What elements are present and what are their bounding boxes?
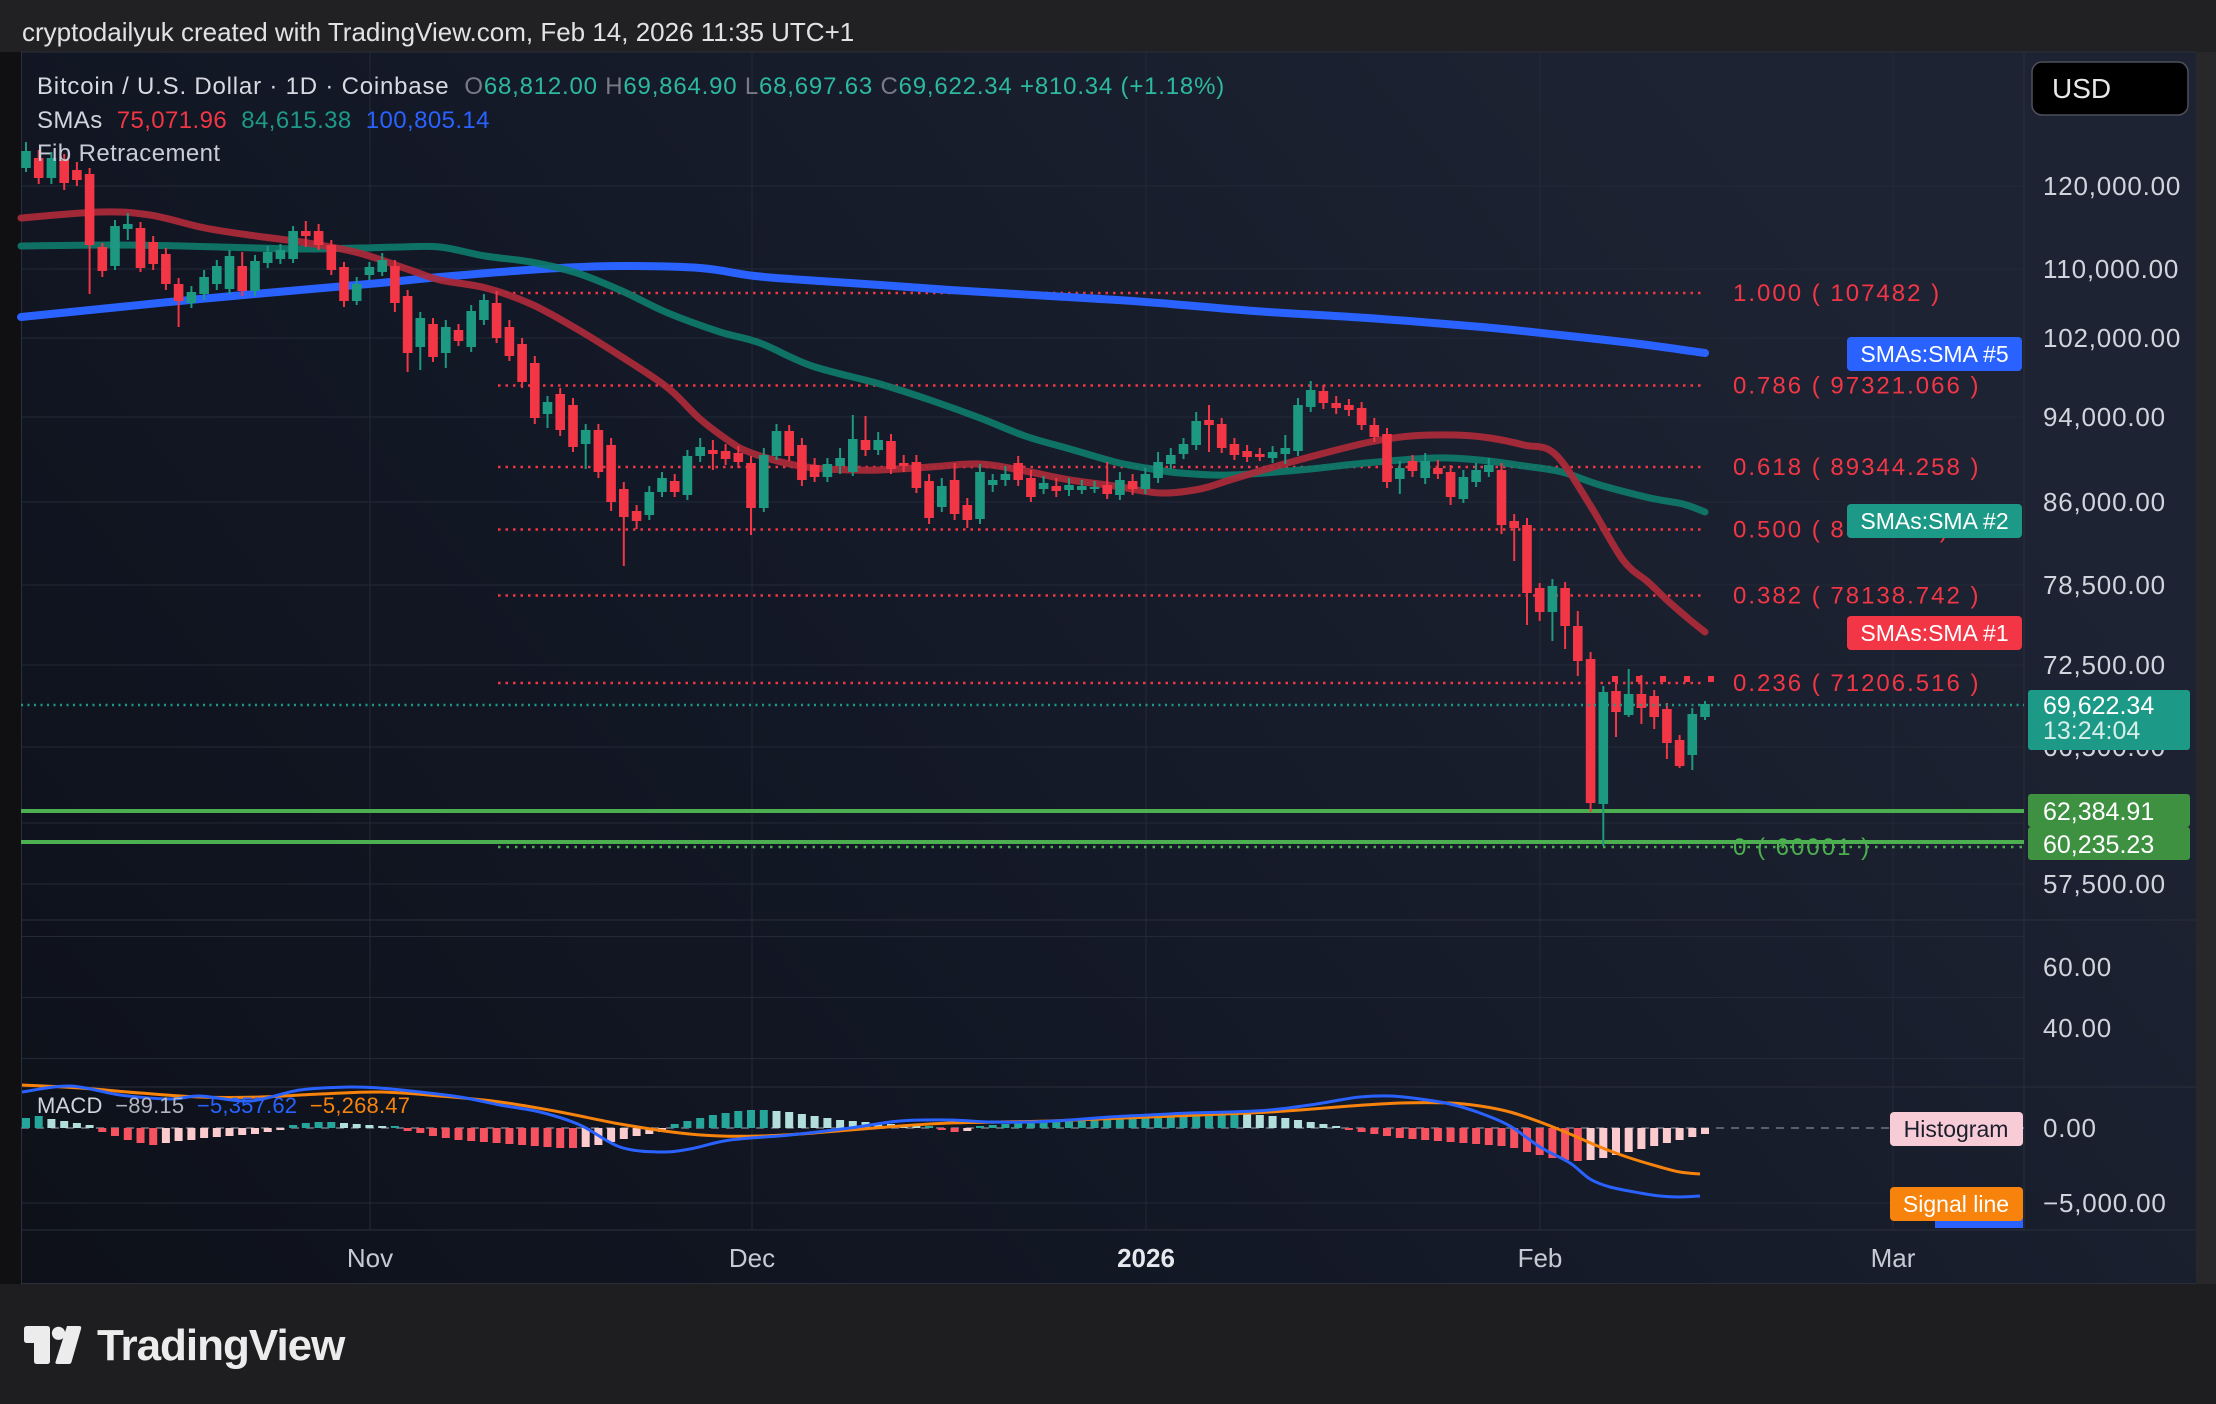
- svg-text:Fib Retracement: Fib Retracement: [37, 140, 220, 167]
- svg-text:0 ( 60001 ): 0 ( 60001 ): [1733, 834, 1871, 861]
- svg-text:SMAs:SMA #1: SMAs:SMA #1: [1860, 620, 2008, 646]
- svg-text:0.618 ( 89344.258 ): 0.618 ( 89344.258 ): [1733, 454, 1981, 481]
- svg-text:120,000.00: 120,000.00: [2043, 171, 2181, 201]
- svg-text:86,000.00: 86,000.00: [2043, 487, 2166, 517]
- svg-text:−5,000.00: −5,000.00: [2043, 1188, 2167, 1218]
- svg-text:1.000 ( 107482 ): 1.000 ( 107482 ): [1733, 280, 1941, 307]
- svg-text:0.00: 0.00: [2043, 1113, 2097, 1143]
- svg-text:62,384.91: 62,384.91: [2043, 798, 2154, 826]
- svg-text:SMAs:SMA #5: SMAs:SMA #5: [1860, 341, 2008, 367]
- svg-text:69,622.34: 69,622.34: [2043, 692, 2154, 720]
- svg-text:Feb: Feb: [1518, 1243, 1563, 1273]
- svg-text:TradingView: TradingView: [97, 1321, 346, 1370]
- svg-text:57,500.00: 57,500.00: [2043, 869, 2166, 899]
- svg-text:Histogram: Histogram: [1904, 1116, 2009, 1142]
- svg-text:cryptodailyuk created with Tra: cryptodailyuk created with TradingView.c…: [22, 17, 854, 47]
- svg-text:0.382 ( 78138.742 ): 0.382 ( 78138.742 ): [1733, 583, 1981, 610]
- svg-text:Bitcoin / U.S. Dollar · 1D · C: Bitcoin / U.S. Dollar · 1D · Coinbase O6…: [37, 73, 1225, 100]
- svg-text:Mar: Mar: [1871, 1243, 1916, 1273]
- svg-text:SMAs 75,071.96 84,615.38 10: SMAs 75,071.96 84,615.38 100,805.14: [37, 107, 490, 134]
- svg-text:0.236 ( 71206.516 ): 0.236 ( 71206.516 ): [1733, 670, 1981, 697]
- svg-text:60.00: 60.00: [2043, 952, 2112, 982]
- svg-text:Nov: Nov: [347, 1243, 393, 1273]
- svg-text:Signal line: Signal line: [1903, 1191, 2009, 1217]
- svg-text:MACD −89.15 −5,357.62 −5,26: MACD −89.15 −5,357.62 −5,268.47: [37, 1093, 410, 1118]
- svg-text:13:24:04: 13:24:04: [2043, 717, 2140, 745]
- svg-text:40.00: 40.00: [2043, 1013, 2112, 1043]
- svg-text:USD: USD: [2052, 73, 2111, 104]
- svg-text:2026: 2026: [1117, 1243, 1175, 1273]
- svg-text:102,000.00: 102,000.00: [2043, 323, 2181, 353]
- svg-text:0.786 ( 97321.066 ): 0.786 ( 97321.066 ): [1733, 373, 1981, 400]
- svg-text:SMAs:SMA #2: SMAs:SMA #2: [1860, 508, 2008, 534]
- svg-text:72,500.00: 72,500.00: [2043, 650, 2166, 680]
- svg-text:60,235.23: 60,235.23: [2043, 831, 2154, 859]
- svg-text:Dec: Dec: [729, 1243, 775, 1273]
- svg-text:94,000.00: 94,000.00: [2043, 402, 2166, 432]
- svg-text:110,000.00: 110,000.00: [2043, 254, 2179, 284]
- svg-text:78,500.00: 78,500.00: [2043, 570, 2166, 600]
